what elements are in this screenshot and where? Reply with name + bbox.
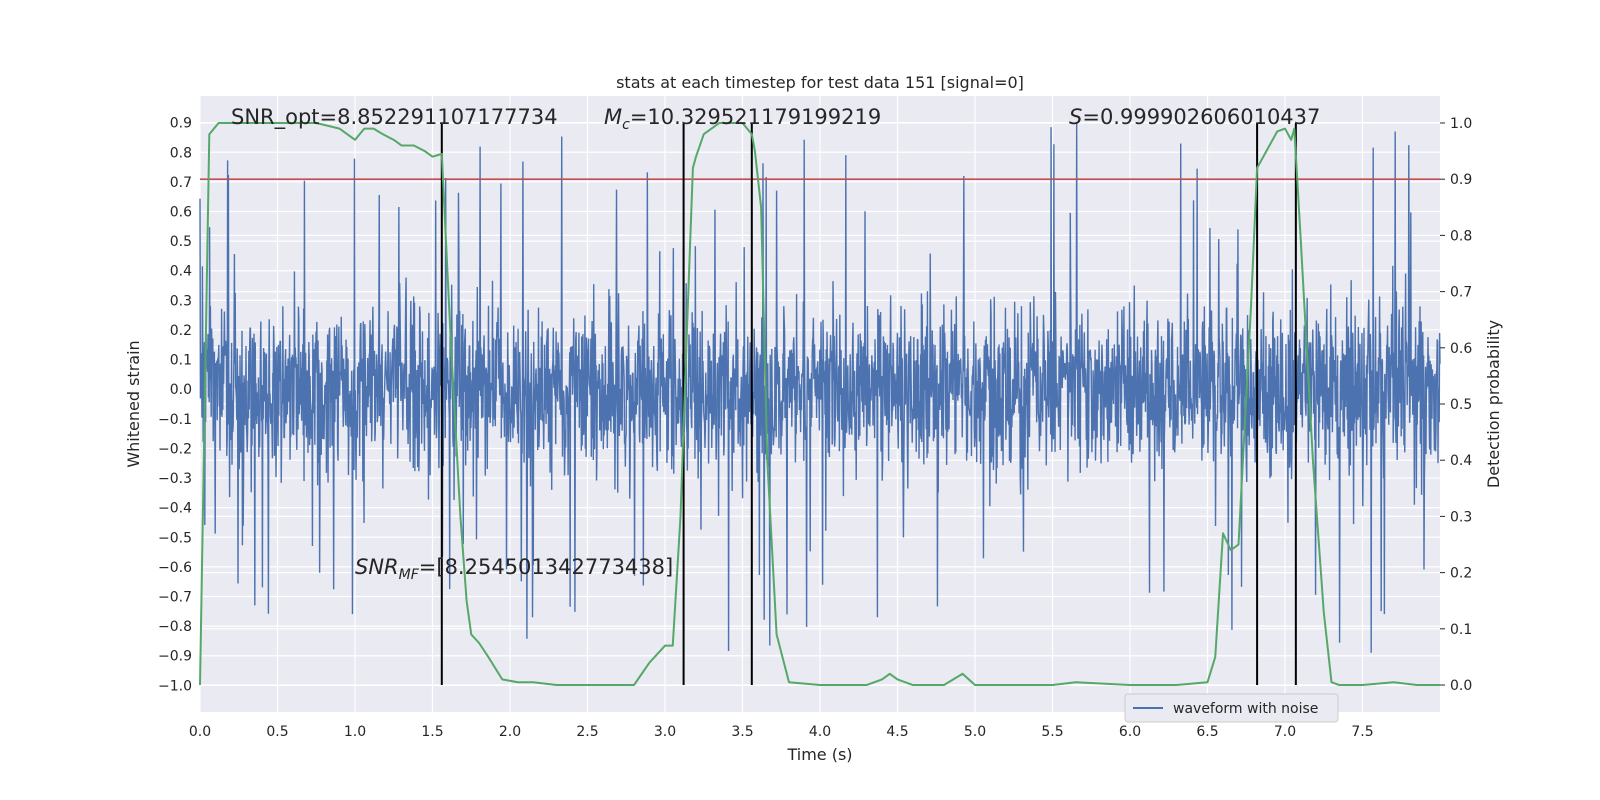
y-tick-label: −0.6 [158,560,192,576]
y2-tick-label: 0.0 [1450,678,1472,694]
waveform-line [199,123,1441,653]
y-tick-label: −1.0 [158,678,192,694]
s-annotation-value: =0.999902606010437 [1082,105,1320,129]
y2-tick-label: 1.0 [1450,116,1472,132]
x-tick-label: 1.5 [421,724,443,740]
y-axis-label: Whitened strain [124,340,143,467]
y-tick-label: 0.0 [170,382,192,398]
x-tick-label: 6.5 [1196,724,1218,740]
y-tick-label: 0.1 [170,353,192,369]
y2-tick-label: 0.1 [1450,622,1472,638]
x-tick-label: 6.0 [1119,724,1141,740]
x-tick-label: 0.5 [266,724,288,740]
probability-series [199,121,1440,687]
y2-tick-label: 0.4 [1450,453,1472,469]
mc-annotation-value: =10.329521179199219 [630,105,881,129]
y2-tick-label: 0.8 [1450,228,1472,244]
y2-tick-label: 0.7 [1450,285,1472,301]
legend-item: waveform with noise [1173,701,1318,717]
y-tick-label: 0.6 [170,205,192,221]
x-tick-label: 2.5 [576,724,598,740]
x-tick-label: 1.0 [344,724,366,740]
y-tick-label: −0.5 [158,530,192,546]
snr-opt-annotation: SNR_opt=8.852291107177734 [231,105,558,130]
x-tick-label: 3.0 [654,724,676,740]
x-tick-label: 5.0 [964,724,986,740]
y-tick-label: −0.7 [158,590,192,606]
x-axis-label: Time (s) [786,745,852,764]
x-tick-label: 2.0 [499,724,521,740]
mc-annotation: Mc=10.329521179199219 [604,105,881,133]
y-tick-label: −0.3 [158,471,192,487]
y2-tick-label: 0.9 [1450,172,1472,188]
x-tick-label: 5.5 [1041,724,1063,740]
y-tick-label: −0.8 [158,619,192,635]
y2-tick-label: 0.6 [1450,341,1472,357]
y-tick-label: 0.7 [170,175,192,191]
waveform-series [199,123,1441,653]
x-tick-label: 4.5 [886,724,908,740]
y-tick-label: 0.3 [170,293,192,309]
x-tick-label: 7.0 [1274,724,1296,740]
x-tick-label: 3.5 [731,724,753,740]
y2-tick-label: 0.2 [1450,566,1472,582]
y-tick-label: −0.2 [158,441,192,457]
chart-title: stats at each timestep for test data 151… [616,73,1024,92]
x-tick-label: 7.5 [1351,724,1373,740]
y-tick-label: 0.4 [170,264,192,280]
y-tick-label: −0.9 [158,649,192,665]
y-tick-label: −0.1 [158,412,192,428]
y-tick-label: 0.8 [170,145,192,161]
tick-labels: 0.0 0.5 1.0 1.5 2.0 2.5 3.0 3.5 4.0 4.5 5.0 5.5 6.0 6… [158,116,1472,740]
y2-tick-label: 0.3 [1450,509,1472,525]
snr-mf-annotation: SNRMF=[8.254501342773438] [355,555,673,583]
x-tick-label: 0.0 [189,724,211,740]
y-tick-label: 0.2 [170,323,192,339]
y-tick-label: 0.5 [170,234,192,250]
y-tick-label: −0.4 [158,501,192,517]
probability-line [199,121,1440,687]
legend: waveform with noise [1124,693,1339,723]
s-annotation: S=0.999902606010437 [1069,105,1320,129]
y2-tick-label: 0.5 [1450,397,1472,413]
x-tick-label: 4.0 [809,724,831,740]
snr-mf-annotation-value: =[8.254501342773438] [419,555,673,579]
y-tick-label: 0.9 [170,116,192,132]
y2-axis-label: Detection probability [1484,320,1503,488]
